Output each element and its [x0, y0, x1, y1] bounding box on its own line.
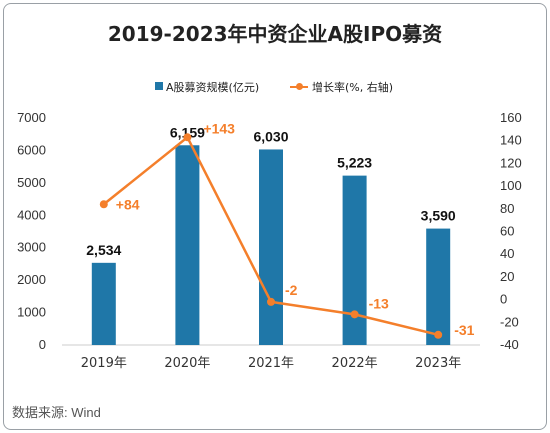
bar-data-label: 6,030 [253, 128, 288, 144]
growth-rate-point [99, 200, 108, 209]
bar [259, 149, 283, 345]
right-axis-tick-label: 0 [500, 292, 507, 307]
chart-title: 2019-2023年中资企业A股IPO募资 [107, 22, 443, 46]
legend-line-marker [296, 83, 303, 90]
x-axis-tick-label: 2023年 [415, 356, 461, 371]
line-data-label: -13 [369, 295, 389, 311]
bar [175, 145, 200, 345]
left-axis-tick-label: 7000 [17, 110, 46, 125]
x-axis-tick-label: 2020年 [164, 356, 210, 371]
x-axis-tick-label: 2021年 [248, 356, 294, 371]
right-axis-tick-label: 140 [500, 133, 522, 148]
bar-data-label: 6,159 [170, 124, 205, 140]
growth-rate-point [183, 133, 192, 142]
right-axis-tick-label: 20 [500, 269, 514, 284]
line-data-label: +143 [203, 120, 235, 136]
left-axis-tick-label: 2000 [17, 272, 46, 287]
left-axis-tick-label: 0 [39, 337, 46, 352]
left-axis-tick-label: 5000 [17, 175, 46, 190]
left-axis-tick-label: 6000 [17, 142, 46, 157]
source-note: 数据来源: Wind [12, 405, 101, 420]
right-axis-tick-label: 100 [500, 178, 522, 193]
line-data-label: -31 [454, 322, 474, 338]
right-axis-tick-label: 160 [500, 110, 522, 125]
right-axis-tick-label: 60 [500, 224, 514, 239]
right-axis-tick-label: -20 [500, 314, 519, 329]
legend-line-label: 增长率(%, 右轴) [312, 81, 394, 94]
right-axis-tick-label: 40 [500, 246, 514, 261]
bar [91, 262, 116, 345]
x-axis-tick-label: 2022年 [332, 356, 378, 371]
left-axis-tick-label: 3000 [17, 240, 46, 255]
right-axis-tick-label: 80 [500, 201, 514, 216]
bar-data-label: 2,534 [86, 242, 121, 258]
bar [426, 228, 451, 345]
left-axis-tick-label: 4000 [17, 207, 46, 222]
growth-rate-point [267, 297, 275, 306]
line-data-label: -2 [285, 282, 298, 298]
x-axis-tick-label: 2019年 [81, 356, 127, 371]
growth-rate-point [434, 330, 443, 339]
left-axis-tick-label: 1000 [17, 305, 46, 320]
right-axis-tick-label: -40 [500, 337, 519, 352]
line-data-label: +84 [116, 196, 140, 212]
bar [342, 175, 367, 345]
legend-bar-label: A股募资规模(亿元) [166, 81, 260, 94]
bar-data-label: 5,223 [337, 155, 372, 171]
growth-rate-point [350, 310, 359, 319]
legend-bar-swatch [155, 82, 163, 90]
bar-data-label: 3,590 [421, 208, 456, 224]
right-axis-tick-label: 120 [500, 155, 522, 170]
